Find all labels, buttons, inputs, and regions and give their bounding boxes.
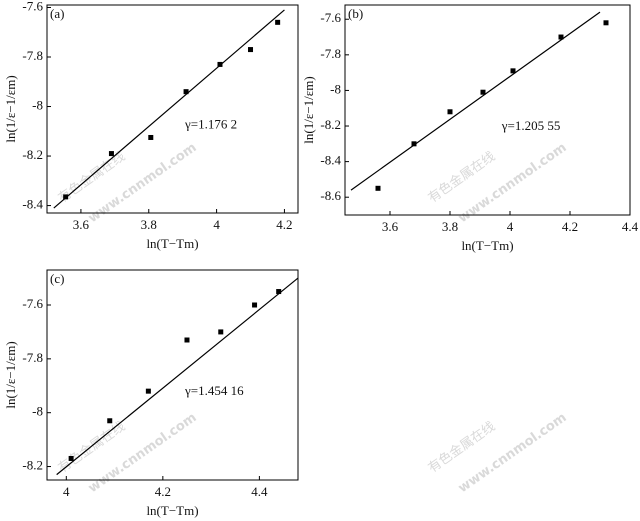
y-tick-label: -7.6 [22, 296, 43, 311]
y-tick-label: -7.8 [320, 46, 341, 61]
y-tick-label: -8 [32, 404, 43, 419]
x-tick-label: 4.4 [251, 484, 268, 499]
point [145, 388, 151, 394]
point [480, 89, 486, 95]
fit-line [53, 9, 285, 209]
point [108, 151, 114, 157]
annotation: γ=1.454 16 [184, 383, 244, 398]
x-axis-label: ln(T−Tm) [146, 236, 198, 251]
point [68, 455, 74, 461]
x-tick-label: 3.6 [73, 217, 90, 232]
point [107, 418, 113, 424]
x-tick-label: 3.8 [442, 219, 458, 234]
x-tick-label: 4.4 [622, 219, 639, 234]
panel-label: (b) [348, 6, 363, 21]
y-tick-label: -8 [32, 98, 43, 113]
x-tick-label: 3.6 [382, 219, 399, 234]
fit-line [56, 277, 299, 476]
y-tick-label: -7.6 [320, 10, 341, 25]
point [63, 194, 69, 200]
point [183, 89, 189, 95]
plot-frame [46, 269, 299, 481]
point [447, 109, 453, 115]
y-tick-label: -8.2 [320, 117, 341, 132]
point [252, 302, 258, 308]
annotation: γ=1.205 55 [501, 118, 561, 133]
plot-frame [46, 4, 299, 214]
x-tick-label: 4.2 [155, 484, 171, 499]
point [375, 185, 381, 191]
x-tick-label: 4.2 [562, 219, 578, 234]
point [411, 141, 417, 147]
x-axis-label: ln(T−Tm) [146, 503, 198, 518]
y-tick-label: -8 [330, 81, 341, 96]
x-tick-label: 4 [213, 217, 220, 232]
watermark: www.cnnmol.com [86, 410, 200, 496]
y-axis-label: ln(1/ε−1/εm) [3, 341, 18, 408]
point [184, 337, 190, 343]
point [148, 134, 154, 140]
y-tick-label: -7.8 [22, 350, 43, 365]
y-tick-label: -8.6 [320, 188, 341, 203]
watermark: www.cnnmol.com [456, 140, 570, 226]
point [603, 20, 609, 26]
y-tick-label: -7.6 [22, 0, 43, 13]
y-tick-label: -8.2 [22, 147, 43, 162]
point [218, 329, 224, 335]
y-axis-label: ln(1/ε−1/εm) [301, 76, 316, 143]
point [510, 68, 516, 74]
y-tick-label: -8.4 [320, 153, 341, 168]
y-axis-label: ln(1/ε−1/εm) [3, 75, 18, 142]
point [275, 19, 281, 25]
point [217, 61, 223, 67]
y-tick-label: -7.8 [22, 48, 43, 63]
x-tick-label: 4 [63, 484, 70, 499]
watermark: www.cnnmol.com [456, 410, 570, 496]
point [248, 47, 254, 53]
x-tick-label: 4 [507, 219, 514, 234]
point [558, 34, 564, 40]
panel-label: (a) [50, 6, 64, 21]
fit-line [350, 11, 601, 191]
y-tick-label: -8.4 [22, 197, 43, 212]
panel-label: (c) [50, 271, 64, 286]
point [276, 289, 282, 295]
annotation: γ=1.176 2 [184, 117, 237, 132]
x-tick-label: 4.2 [276, 217, 292, 232]
x-axis-label: ln(T−Tm) [461, 238, 513, 253]
plot-frame [344, 4, 631, 216]
y-tick-label: -8.2 [22, 458, 43, 473]
x-tick-label: 3.8 [141, 217, 157, 232]
